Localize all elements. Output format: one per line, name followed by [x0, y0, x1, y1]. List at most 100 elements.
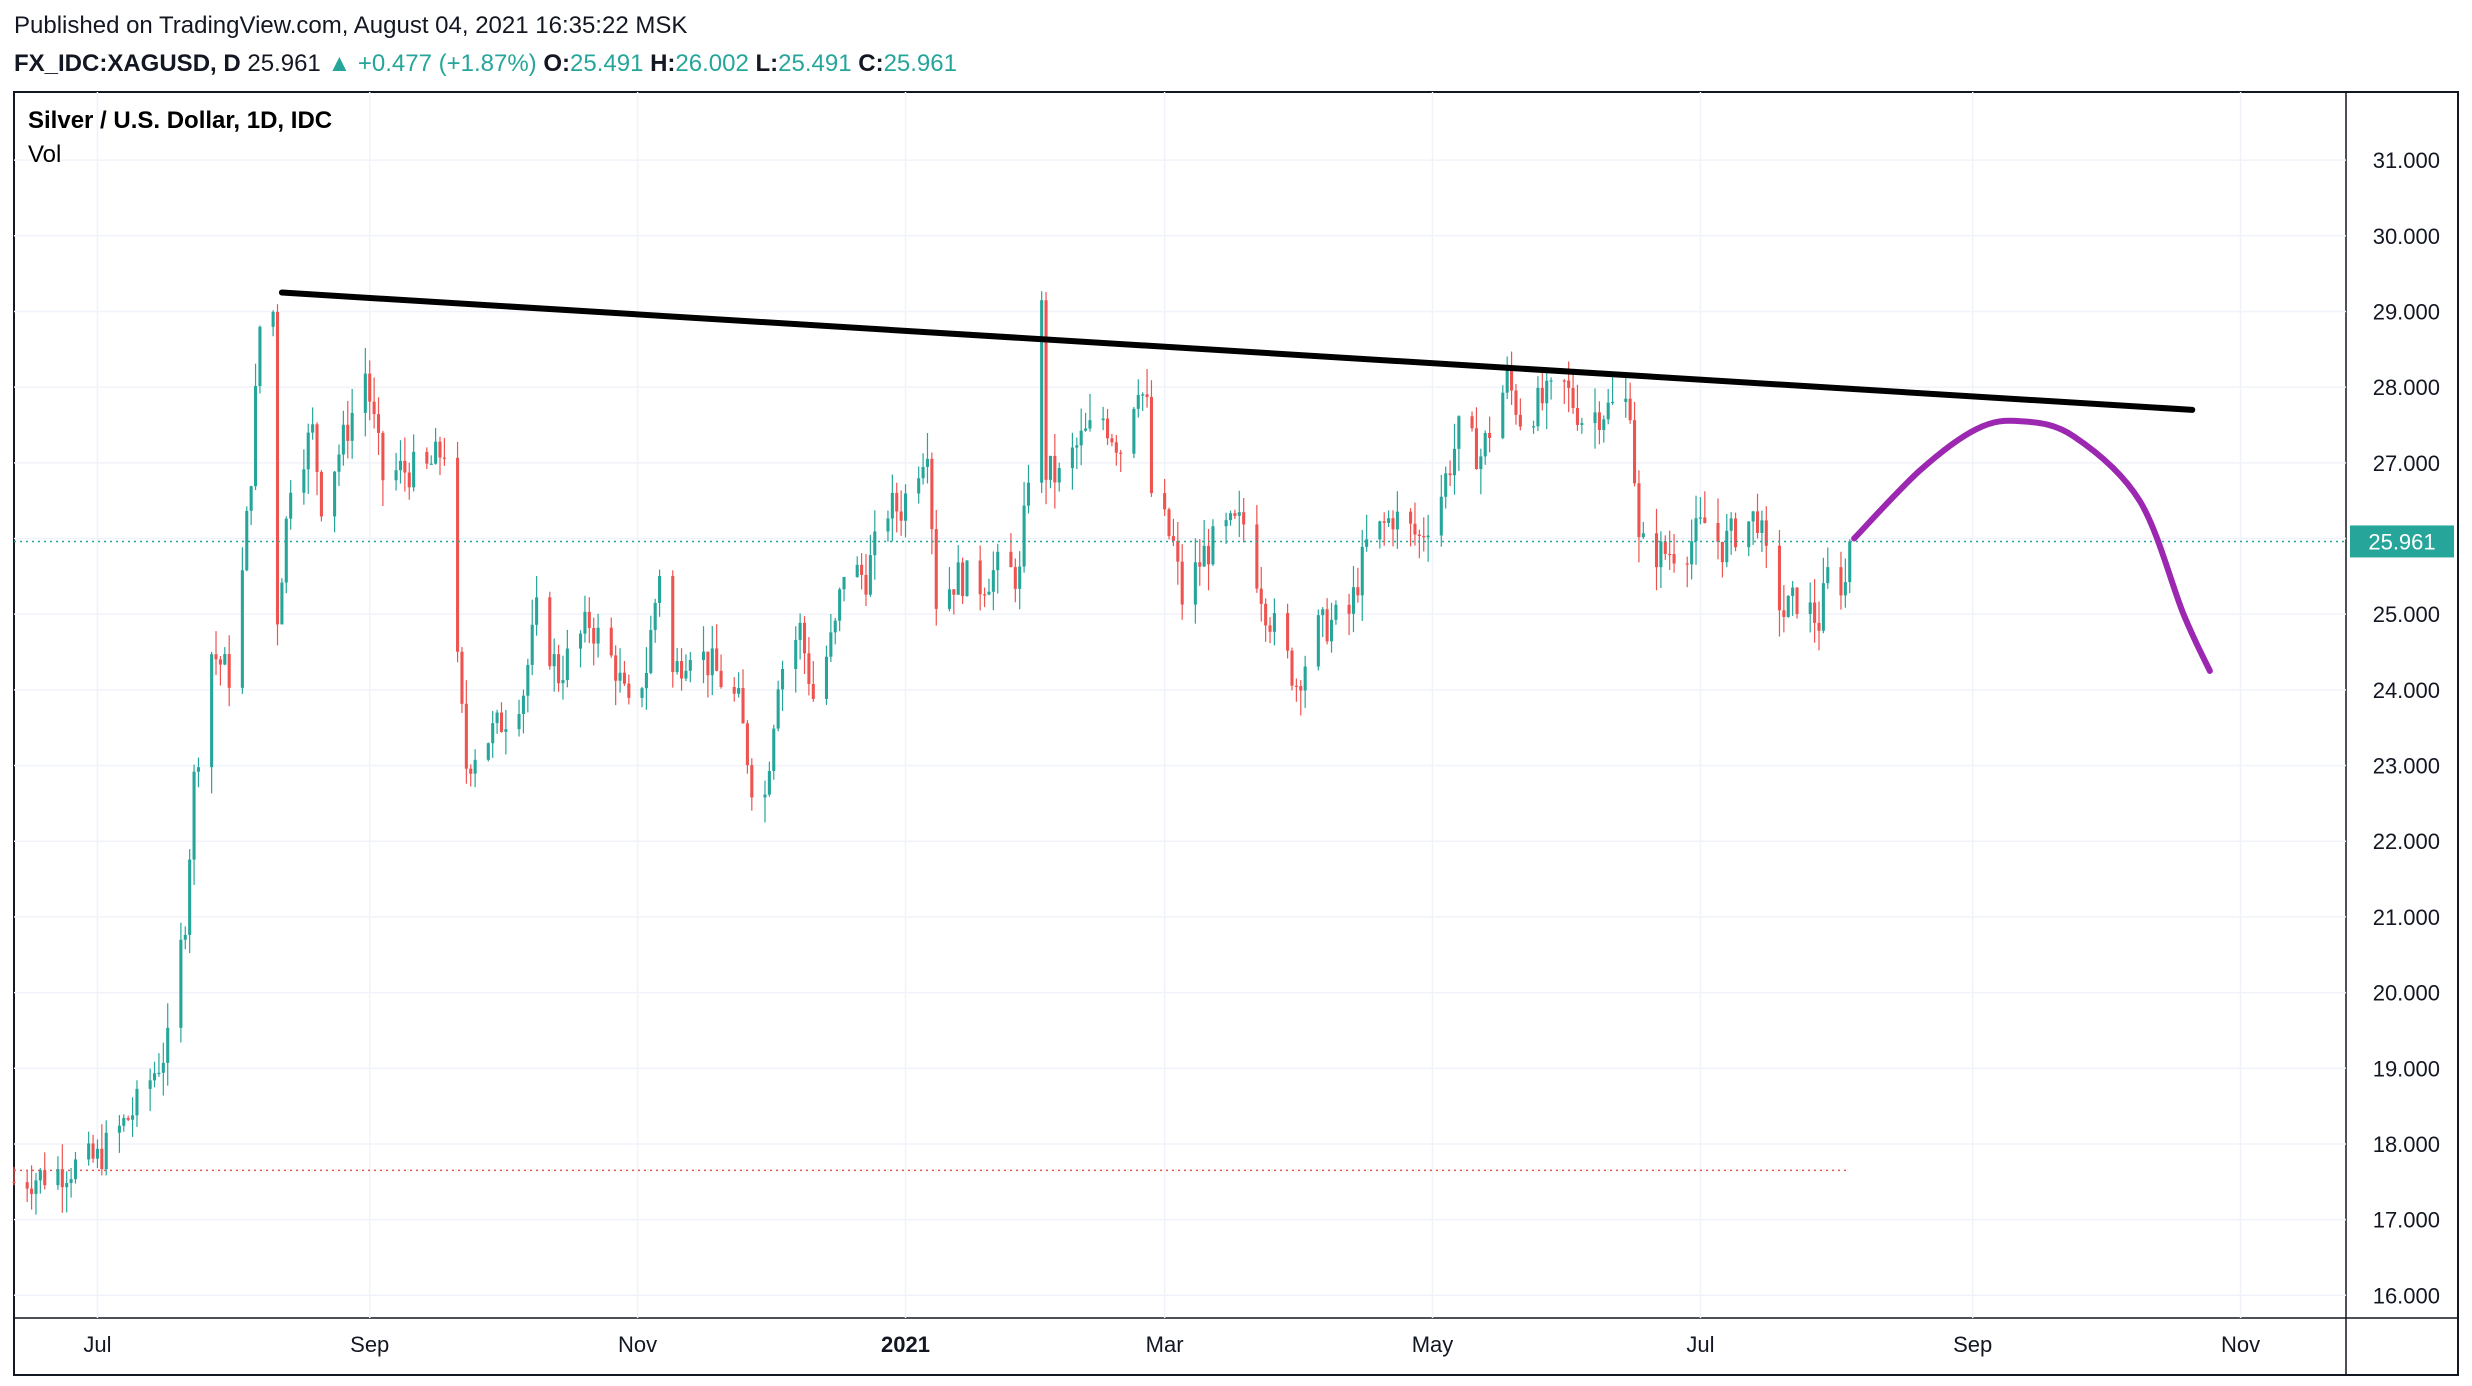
y-tick-label: 17.000: [2373, 1208, 2440, 1233]
candle-body: [701, 651, 706, 661]
candle-body: [829, 632, 833, 657]
candle-body: [258, 326, 262, 386]
candle-body: [372, 401, 376, 415]
candle-body: [1079, 430, 1083, 446]
candle-body: [684, 670, 688, 679]
candle-body: [495, 712, 499, 724]
candle-body: [1193, 562, 1197, 605]
time-axis-ticks: Jul Sep Nov 2021 Mar May Jul Sep Nov: [83, 1332, 2260, 1357]
candle-body: [1777, 545, 1782, 611]
high-label: H:: [650, 50, 676, 77]
candle-body: [1105, 418, 1110, 439]
candle-body: [802, 622, 807, 654]
candle-body: [1654, 533, 1659, 568]
candle-body: [381, 432, 385, 481]
y-tick-label: 18.000: [2373, 1132, 2440, 1157]
open-value: 25.491: [570, 50, 644, 77]
up-arrow-icon: ▲: [327, 50, 352, 77]
y-tick-label: 25.000: [2373, 602, 2440, 627]
y-tick-label: 19.000: [2373, 1056, 2440, 1081]
candle-body: [25, 1182, 29, 1189]
x-tick-label: Mar: [1146, 1332, 1184, 1357]
candle-body: [583, 611, 587, 634]
candle-body: [1755, 511, 1760, 533]
candle-body: [341, 424, 345, 455]
x-tick-label: Jul: [83, 1332, 111, 1357]
low-value: 25.491: [778, 50, 852, 77]
y-tick-label: 30.000: [2373, 224, 2440, 249]
candle-body: [126, 1117, 130, 1120]
candle-body: [658, 576, 662, 603]
candle-body: [1602, 419, 1606, 430]
candle-body: [227, 654, 231, 688]
candle-body: [609, 627, 613, 656]
candle-body: [1628, 398, 1632, 421]
candle-body: [214, 654, 218, 660]
candle-body: [346, 424, 350, 441]
candle-body: [1132, 408, 1136, 454]
candle-body: [1255, 524, 1259, 589]
chart-frame: [13, 91, 2459, 1376]
candle-body: [1211, 526, 1215, 565]
candle-body: [1549, 380, 1553, 382]
candle-body: [1426, 535, 1430, 538]
candle-body: [1659, 541, 1663, 568]
candle-body: [425, 451, 429, 464]
candle-body: [87, 1143, 91, 1160]
candle-body: [552, 654, 556, 667]
candle-body: [781, 668, 785, 690]
candle-body: [675, 661, 679, 673]
candle-body: [1510, 369, 1514, 391]
candle-body: [987, 591, 991, 595]
candle-body: [824, 656, 829, 699]
candle-body: [934, 529, 938, 609]
candle-body: [1690, 541, 1694, 565]
price-change: +0.477 (+1.87%): [357, 50, 537, 77]
candle-body: [1294, 685, 1298, 687]
candle-body: [43, 1170, 47, 1186]
candle-body: [306, 432, 310, 470]
candle-body: [521, 695, 525, 714]
candle-body: [794, 639, 798, 669]
candle-body: [1734, 518, 1738, 548]
candle-body: [807, 653, 811, 684]
candle-body: [73, 1159, 78, 1180]
y-tick-label: 28.000: [2373, 375, 2440, 400]
published-line: Published on TradingView.com, August 04,…: [14, 12, 688, 39]
candle-body: [535, 597, 539, 625]
candle-body: [1149, 396, 1153, 494]
y-tick-label: 16.000: [2373, 1283, 2440, 1308]
candle-body: [1119, 452, 1123, 454]
candle-body: [1545, 380, 1549, 404]
candle-body: [284, 518, 288, 583]
candle-body: [1637, 483, 1641, 538]
candle-body: [1606, 402, 1610, 420]
candle-body: [517, 713, 521, 730]
candle-body: [671, 576, 675, 673]
candle-body: [1207, 545, 1211, 565]
candle-body: [561, 680, 565, 684]
candle-body: [1452, 448, 1457, 476]
candle-body: [965, 560, 969, 597]
candle-body: [166, 1027, 170, 1063]
candle-body: [996, 551, 1000, 571]
candle-body: [1303, 666, 1307, 691]
candle-body: [1422, 535, 1426, 538]
x-tick-label: Nov: [618, 1332, 657, 1357]
candle-body: [618, 672, 622, 681]
x-tick-label: 2021: [881, 1332, 930, 1357]
candle-body: [486, 743, 490, 760]
candle-body: [526, 664, 530, 696]
candle-body: [1782, 610, 1786, 617]
candle-body: [596, 627, 600, 644]
candle-body: [1053, 455, 1057, 483]
candle-body: [1540, 387, 1544, 404]
candle-body: [407, 472, 411, 488]
candle-body: [315, 424, 319, 472]
candle-body: [1764, 520, 1768, 546]
projection-curve: [1851, 417, 2213, 674]
candle-body: [1180, 561, 1184, 605]
candle-body: [1795, 587, 1799, 615]
candle-body: [1356, 587, 1360, 596]
